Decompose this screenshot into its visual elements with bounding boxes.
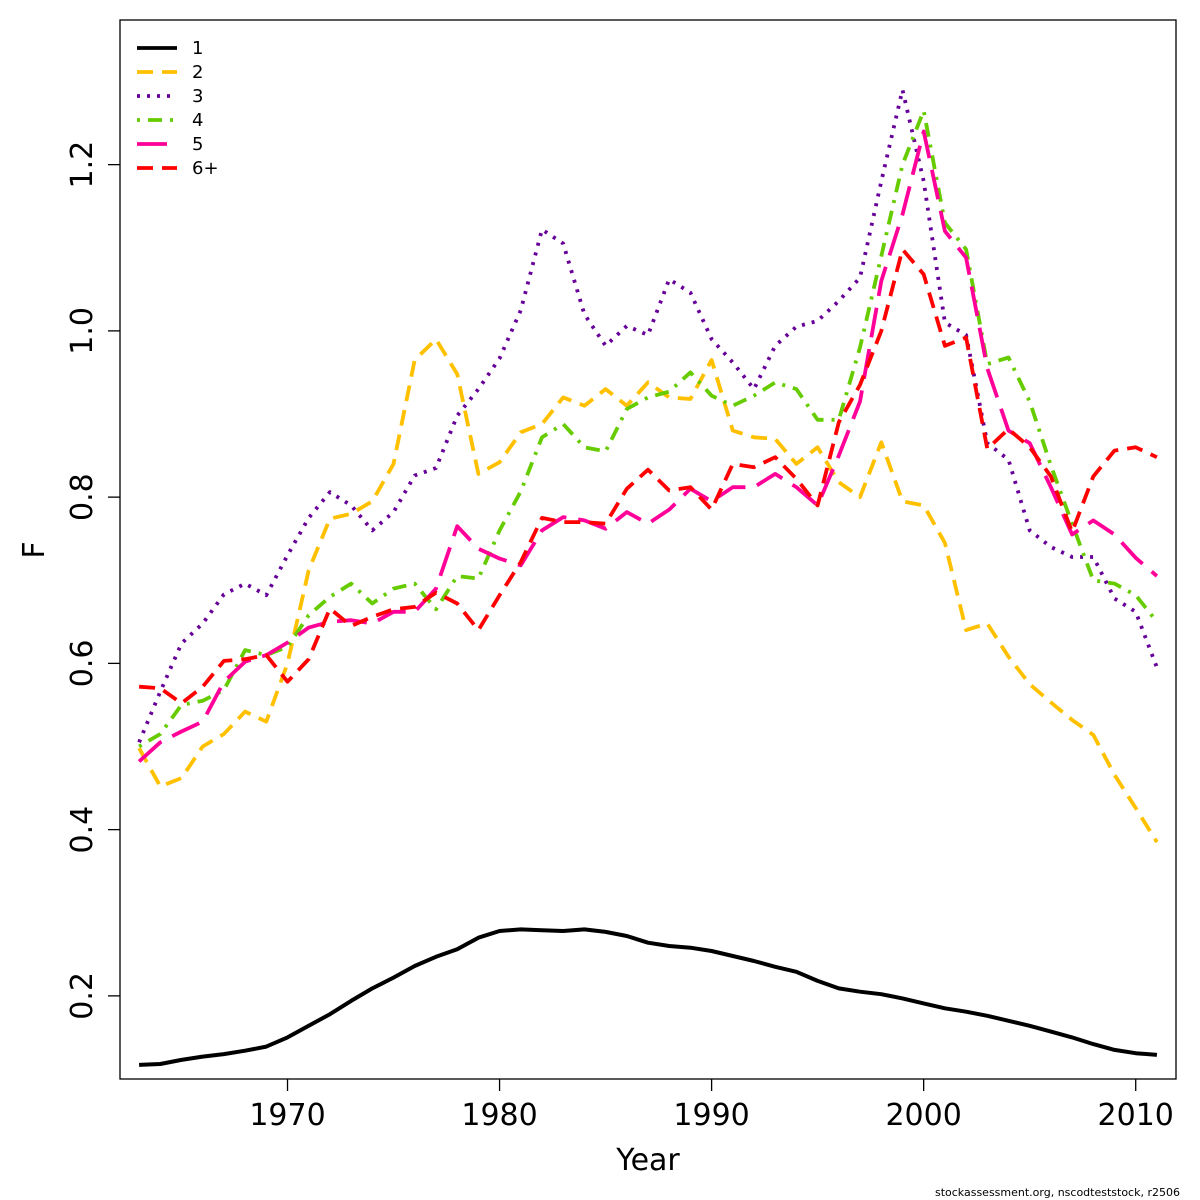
y-tick-label: 1.2 (65, 141, 100, 189)
series-line-4 (138, 108, 1159, 749)
legend-label: 2 (192, 62, 203, 83)
x-tick-label: 2010 (1098, 1098, 1174, 1133)
legend-label: 3 (192, 86, 203, 107)
x-axis-title: Year (615, 1143, 680, 1178)
x-axis: 1970 1980 1990 2000 2010 (249, 1079, 1174, 1133)
source-credit: stockassessment.org, nscodteststock, r25… (935, 1186, 1180, 1199)
legend-label: 1 (192, 38, 203, 59)
y-tick-label: 0.6 (65, 640, 100, 688)
series-line-2 (137, 337, 1159, 844)
plot-frame (119, 19, 1177, 1080)
x-tick-label: 1970 (249, 1098, 325, 1133)
series-line-1 (139, 927, 1158, 1067)
y-tick-label: 0.2 (65, 972, 100, 1020)
y-tick-label: 0.8 (65, 473, 100, 521)
legend-label: 4 (192, 110, 203, 131)
y-axis-title: F (17, 541, 52, 558)
legend-label: 5 (192, 134, 203, 155)
x-tick-label: 2000 (885, 1098, 961, 1133)
y-tick-label: 0.4 (65, 806, 100, 854)
y-axis: 0.2 0.4 0.6 0.8 1.0 1.2 (65, 141, 120, 1020)
legend-label: 6+ (192, 158, 219, 179)
y-tick-label: 1.0 (65, 307, 100, 355)
series-line-5 (137, 129, 1159, 763)
series-layer (137, 87, 1159, 1067)
x-tick-label: 1980 (461, 1098, 537, 1133)
legend: 1 2 3 4 5 6+ (137, 38, 219, 179)
x-tick-label: 1990 (673, 1098, 749, 1133)
